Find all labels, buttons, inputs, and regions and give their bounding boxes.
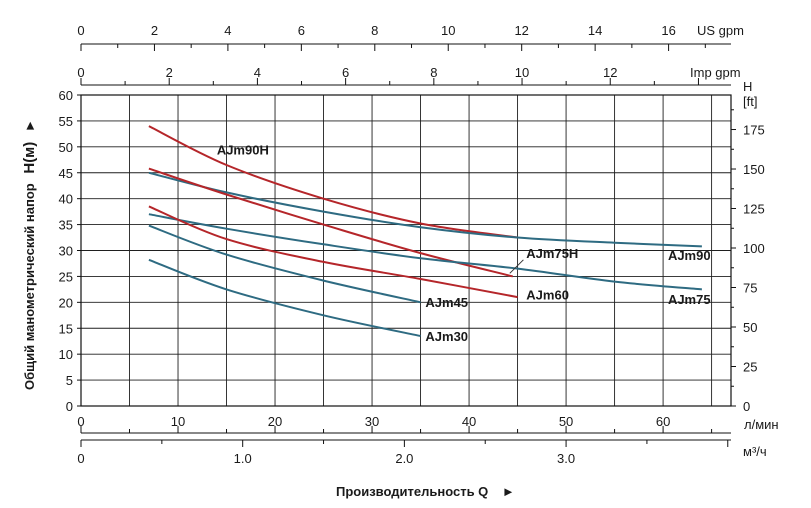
left-axis-tick-label: 50 [59, 140, 73, 155]
left-axis-tick-label: 55 [59, 114, 73, 129]
left-axis-tick-label: 60 [59, 88, 73, 103]
top-usgpm-tick-label: 14 [588, 23, 602, 38]
left-axis-tick-label: 35 [59, 218, 73, 233]
y-axis-title: Общий манометрический напор H(м) ► [21, 119, 38, 390]
top-impgpm-tick-label: 0 [77, 65, 84, 80]
top-usgpm-tick-label: 2 [151, 23, 158, 38]
top-impgpm-tick-label: 8 [430, 65, 437, 80]
right-axis-tick-label: 75 [743, 281, 757, 296]
curve-label-leader [509, 259, 524, 274]
right-axis-tick-label: 175 [743, 123, 765, 138]
curve-ajm30 [148, 258, 421, 337]
curve-ajm90 [148, 171, 702, 248]
right-axis-tick-label: 0 [743, 399, 750, 414]
left-axis-tick-label: 5 [66, 373, 73, 388]
left-axis-tick-label: 45 [59, 166, 73, 181]
top-usgpm-tick-label: 12 [514, 23, 528, 38]
top-usgpm-tick-label: 10 [441, 23, 455, 38]
curve-ajm75h [148, 167, 513, 278]
top-impgpm-unit: Imp gpm [690, 65, 741, 80]
curve-ajm60 [148, 205, 518, 299]
curve-label-ajm90h: AJm90H [217, 143, 269, 158]
bottom-lpm-tick-label: 40 [462, 414, 476, 429]
y-axis-symbol: H(м) [21, 142, 38, 174]
bottom-lpm-tick-label: 20 [268, 414, 282, 429]
right-axis-tick-label: 150 [743, 162, 765, 177]
left-axis-tick-label: 10 [59, 347, 73, 362]
y-axis-title-text: Общий манометрический напор [22, 183, 37, 390]
top-usgpm-tick-label: 8 [371, 23, 378, 38]
curve-ajm45 [148, 224, 421, 304]
bottom-m3h-unit: м³/ч [743, 444, 767, 459]
bottom-m3h-tick-label: 2.0 [395, 451, 413, 466]
bottom-m3h-tick-label: 1.0 [234, 451, 252, 466]
right-axis-unit: [ft] [743, 94, 757, 109]
right-axis-tick-label: 125 [743, 202, 765, 217]
curve-group [148, 125, 702, 337]
top-impgpm-tick-label: 6 [342, 65, 349, 80]
left-axis-tick-label: 20 [59, 295, 73, 310]
top-usgpm-tick-label: 6 [298, 23, 305, 38]
left-axis-tick-label: 30 [59, 244, 73, 259]
top-usgpm-tick-label: 4 [224, 23, 231, 38]
curve-label-ajm90: AJm90 [668, 248, 711, 263]
curve-label-ajm30: AJm30 [425, 329, 468, 344]
top-usgpm-tick-label: 0 [77, 23, 84, 38]
x-axis-title-text: Производительность Q [336, 484, 488, 499]
right-axis-tick-label: 100 [743, 241, 765, 256]
x-axis-arrow: ► [502, 484, 515, 499]
y-axis-arrow: ► [22, 119, 37, 132]
left-axis-tick-label: 0 [66, 399, 73, 414]
top-usgpm-unit: US gpm [697, 23, 744, 38]
bottom-lpm-tick-label: 50 [559, 414, 573, 429]
label-group: AJm90H AJm90 AJm75H AJm75 AJm60 AJm45 AJm30 [217, 143, 711, 345]
top-impgpm-tick-label: 4 [254, 65, 261, 80]
right-axis-tick-label: 25 [743, 360, 757, 375]
curve-label-ajm45: AJm45 [425, 295, 468, 310]
bottom-m3h-tick-label: 0 [77, 451, 84, 466]
curve-label-ajm60: AJm60 [526, 288, 569, 303]
curve-ajm90h [148, 125, 518, 239]
curve-label-ajm75h: AJm75H [526, 246, 578, 261]
bottom-m3h-tick-label: 3.0 [557, 451, 575, 466]
right-axis-title: H [743, 79, 752, 94]
curve-ajm75 [148, 213, 702, 291]
bottom-lpm-tick-label: 0 [77, 414, 84, 429]
curve-label-ajm75: AJm75 [668, 292, 711, 307]
bottom-lpm-unit: л/мин [744, 417, 779, 432]
bottom-lpm-tick-label: 10 [171, 414, 185, 429]
left-axis-tick-label: 15 [59, 321, 73, 336]
bottom-lpm-tick-label: 60 [656, 414, 670, 429]
top-usgpm-tick-label: 16 [661, 23, 675, 38]
bottom-lpm-tick-label: 30 [365, 414, 379, 429]
top-impgpm-tick-label: 2 [166, 65, 173, 80]
x-axis-title: Производительность Q ► [336, 484, 515, 499]
chart-axes: 0510152025303540455055600255075100125150… [59, 23, 765, 466]
top-impgpm-tick-label: 10 [515, 65, 529, 80]
left-axis-tick-label: 25 [59, 269, 73, 284]
top-impgpm-tick-label: 12 [603, 65, 617, 80]
right-axis-tick-label: 50 [743, 320, 757, 335]
left-axis-tick-label: 40 [59, 192, 73, 207]
